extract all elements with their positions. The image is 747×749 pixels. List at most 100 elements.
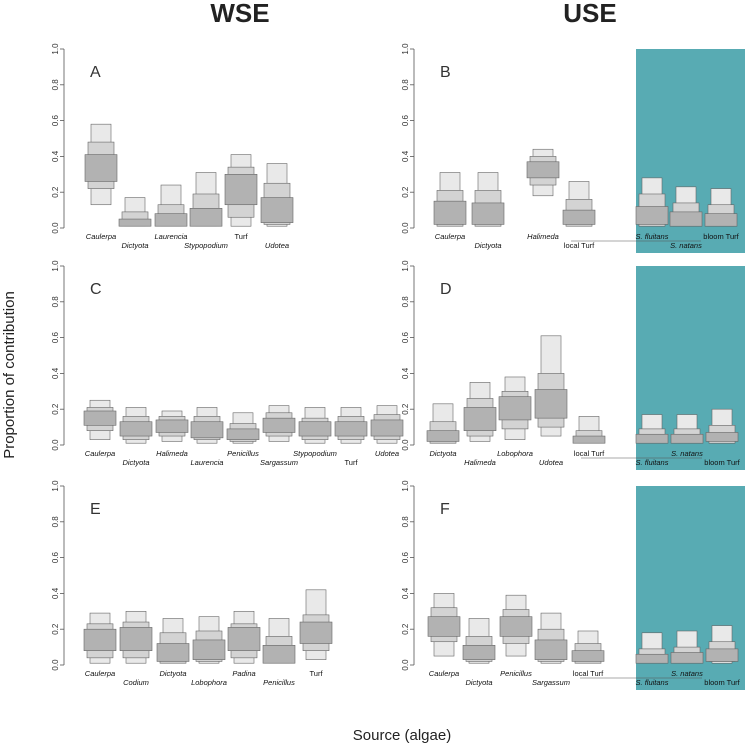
- category-label: Udotea: [265, 241, 289, 250]
- category-label: local Turf: [573, 669, 604, 678]
- y-tick-label: 0.2: [401, 403, 410, 415]
- category-label: local Turf: [574, 449, 605, 458]
- box-sargassum: [534, 612, 568, 664]
- ci50-box: [704, 213, 738, 227]
- y-tick-label: 1.0: [401, 260, 410, 272]
- box-s-fluitans: [635, 632, 669, 664]
- category-label: Turf: [234, 232, 248, 241]
- category-label: bloom Turf: [703, 232, 739, 241]
- category-label: Caulerpa: [85, 449, 115, 458]
- ci50-box: [635, 433, 669, 444]
- category-label: Sargassum: [260, 458, 298, 467]
- ci50-box: [190, 421, 224, 439]
- box-dictyota: [118, 197, 152, 227]
- category-label: bloom Turf: [704, 678, 740, 687]
- ci50-box: [471, 202, 505, 225]
- box-dictyota: [471, 172, 505, 227]
- panels: 0.0 0.2 0.4 0.6 0.8 1.0 A Caulerpa Dictyota Laure…: [51, 43, 745, 690]
- y-tick-label: 0.8: [401, 296, 410, 308]
- ci50-box: [83, 410, 117, 426]
- category-label: Turf: [309, 669, 323, 678]
- category-label: Stypopodium: [293, 449, 337, 458]
- y-tick-label: 0.2: [401, 623, 410, 635]
- box-s-natans: [670, 414, 704, 444]
- box-stypopodium: [298, 407, 332, 444]
- y-tick-label: 0.8: [401, 516, 410, 528]
- y-tick-label: 0.0: [401, 659, 410, 671]
- x-axis-label: Source (algae): [353, 727, 451, 744]
- box-lobophora: [192, 616, 226, 664]
- panel-A: 0.0 0.2 0.4 0.6 0.8 1.0 A Caulerpa Dictyota Laure…: [51, 43, 294, 250]
- category-label: Dictyota: [474, 241, 501, 250]
- panel-C: 0.0 0.2 0.4 0.6 0.8 1.0 C Caulerpa Dictyota Halim…: [51, 260, 404, 467]
- panel-letter: B: [440, 64, 451, 81]
- ci50-box: [669, 211, 703, 227]
- y-tick-label: 0.6: [51, 114, 60, 126]
- y-tick-label: 0.6: [401, 114, 410, 126]
- ci50-box: [119, 421, 153, 437]
- box-bloom-turf: [705, 408, 739, 444]
- ci50-box: [299, 621, 333, 644]
- ci50-box: [426, 430, 460, 442]
- box-padina: [227, 610, 261, 664]
- y-tick-label: 0.0: [401, 222, 410, 234]
- box-sargassum: [262, 405, 296, 442]
- ci50-box: [463, 407, 497, 431]
- category-label: Penicillus: [263, 678, 295, 687]
- y-tick-label: 0.0: [51, 439, 60, 451]
- y-tick-label: 0.6: [51, 551, 60, 563]
- ci50-box: [670, 433, 704, 444]
- ci50-box: [156, 643, 190, 662]
- ci50-box: [526, 161, 560, 179]
- ci50-box: [192, 639, 226, 660]
- box-halimeda: [463, 382, 497, 442]
- category-label: Dictyota: [465, 678, 492, 687]
- panel-letter: D: [440, 281, 452, 298]
- column-title-wse: WSE: [210, 0, 269, 28]
- ci50-box: [534, 389, 568, 419]
- box-lobophora: [498, 376, 532, 440]
- box-codium: [119, 610, 153, 664]
- category-label: Dictyota: [429, 449, 456, 458]
- ci50-box: [262, 645, 296, 664]
- category-label: Padina: [232, 669, 255, 678]
- box-turf: [299, 589, 333, 660]
- ci50-box: [370, 419, 404, 437]
- category-label: Udotea: [539, 458, 563, 467]
- box-local-turf: [572, 416, 606, 444]
- category-label: S. natans: [671, 669, 703, 678]
- box-dictyota: [119, 407, 153, 444]
- ci50-box: [433, 200, 467, 225]
- y-tick-label: 1.0: [51, 260, 60, 272]
- ci50-box: [155, 419, 189, 433]
- y-tick-label: 0.6: [401, 551, 410, 563]
- box-bloom-turf: [704, 188, 738, 227]
- category-label: Dictyota: [121, 241, 148, 250]
- category-label: Stypopodium: [184, 241, 228, 250]
- category-label: Caulerpa: [86, 232, 116, 241]
- ci50-box: [572, 435, 606, 444]
- ci50-box: [119, 627, 153, 651]
- box-halimeda: [526, 148, 560, 197]
- ci50-box: [118, 218, 152, 227]
- box-stypopodium: [189, 172, 223, 227]
- panel-D: 0.0 0.2 0.4 0.6 0.8 1.0 D Dictyota HalimedaLobop…: [401, 260, 745, 470]
- category-label: S. fluitans: [636, 458, 669, 467]
- ci50-box: [499, 616, 533, 637]
- panel-B: 0.0 0.2 0.4 0.6 0.8 1.0 B Caulerpa Dictyota Halim…: [401, 43, 745, 253]
- box-halimeda: [155, 410, 189, 442]
- ci50-box: [224, 174, 258, 206]
- box-bloom-turf: [705, 625, 739, 664]
- y-tick-label: 0.8: [51, 516, 60, 528]
- column-title-use: USE: [563, 0, 616, 28]
- y-tick-label: 0.4: [51, 367, 60, 379]
- y-tick-label: 1.0: [401, 43, 410, 55]
- box-turf: [334, 407, 368, 444]
- y-tick-label: 0.8: [51, 296, 60, 308]
- ci50-box: [571, 650, 605, 662]
- category-label: Caulerpa: [435, 232, 465, 241]
- category-label: Caulerpa: [429, 669, 459, 678]
- ci50-box: [83, 628, 117, 651]
- category-label: S. natans: [671, 449, 703, 458]
